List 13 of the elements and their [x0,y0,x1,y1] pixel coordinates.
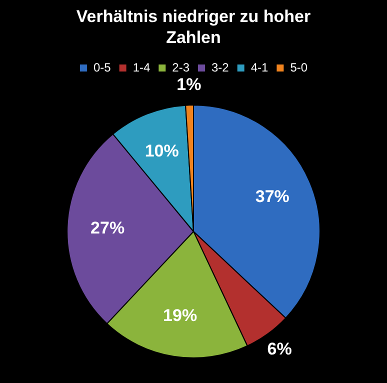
data-label: 19% [163,306,198,326]
legend-label: 5-0 [290,60,308,74]
data-label: 27% [90,218,125,238]
data-label: 1% [176,74,202,94]
legend-label: 1-4 [132,60,150,74]
legend-label: 0-5 [93,60,112,74]
data-label: 37% [255,187,290,206]
chart-title: Verhältnis niedriger zu hoher Zahlen [75,6,312,48]
legend-label: 4-1 [250,60,269,74]
data-label: 6% [267,340,292,359]
legend-label: 3-2 [212,60,230,74]
legend-label: 2-3 [172,60,190,74]
data-label: 10% [144,141,179,160]
